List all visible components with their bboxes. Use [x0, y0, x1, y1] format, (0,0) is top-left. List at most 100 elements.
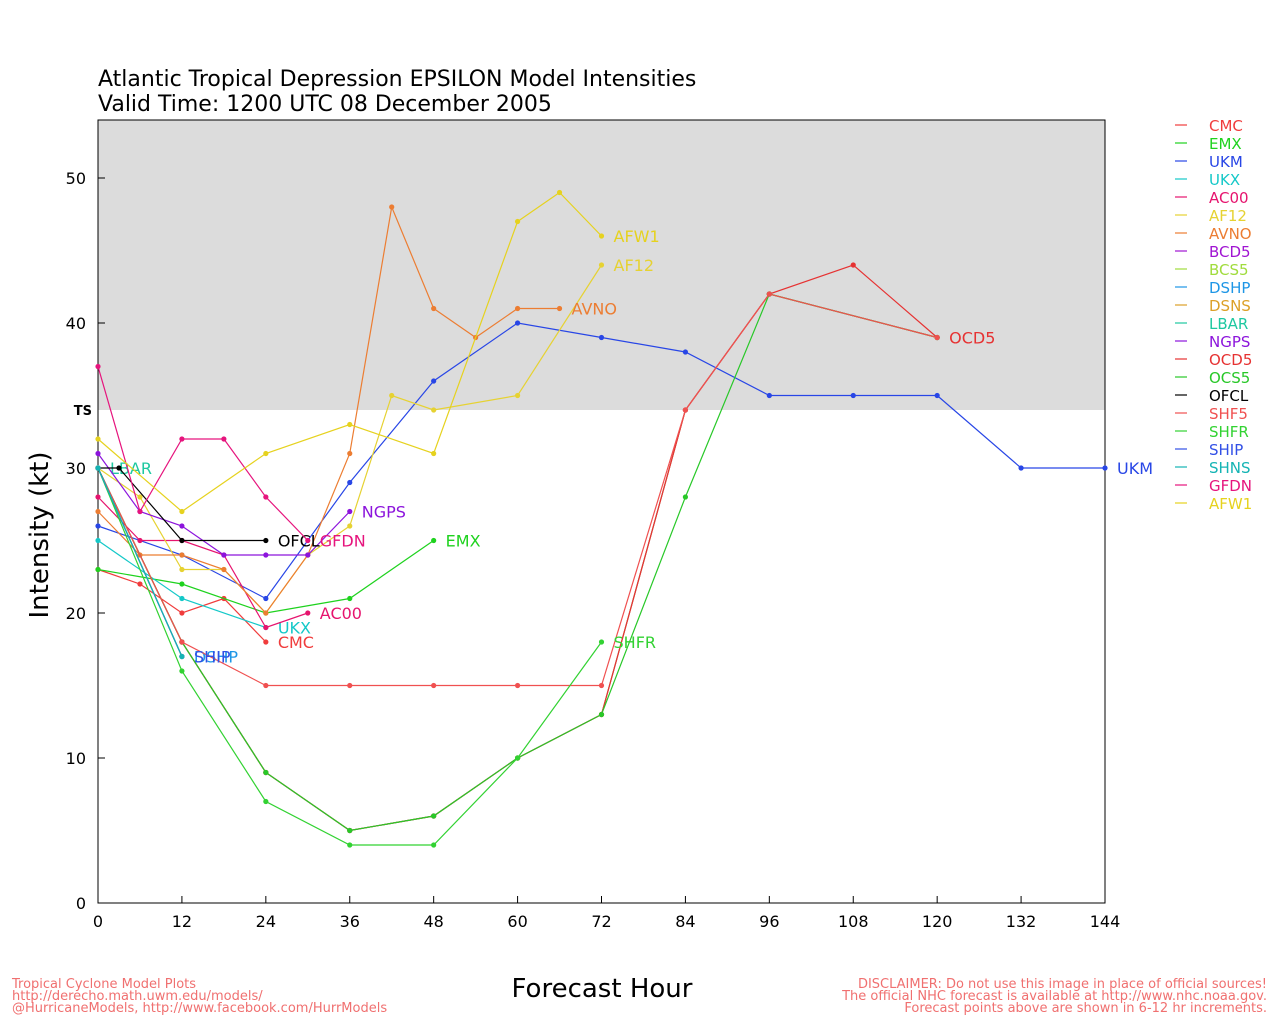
data-point	[1102, 465, 1108, 471]
series-line-ocs5	[97, 293, 938, 832]
chart-subtitle: Valid Time: 1200 UTC 08 December 2005	[98, 92, 552, 117]
data-point	[221, 552, 227, 558]
data-point	[598, 262, 605, 268]
data-point	[95, 566, 101, 573]
series-line-afw1	[97, 191, 602, 513]
series-end-label-ocd5: OCD5	[949, 329, 995, 348]
series-line-shns	[97, 467, 183, 657]
footer-left-line-1: Tropical Cyclone Model Plots	[11, 977, 196, 992]
series-end-label-shfr: SHFR	[614, 633, 657, 652]
data-point	[850, 392, 856, 399]
data-point	[431, 407, 437, 413]
legend-label-af12: AF12	[1209, 207, 1247, 225]
series-layer: CMC EMX UKM UKX AC00 AF12 AVNO DSHP LBAR NGPS OCD5…	[95, 189, 1153, 848]
series-afw1: AFW1	[95, 189, 660, 515]
data-point	[95, 450, 101, 457]
x-tick-label: 132	[1006, 912, 1037, 931]
data-point	[263, 624, 269, 631]
series-avno: AVNO	[95, 204, 617, 616]
x-tick-label: 60	[507, 912, 527, 931]
x-tick-label: 48	[423, 912, 443, 931]
data-point	[179, 552, 185, 558]
data-point	[95, 494, 101, 500]
data-point	[137, 537, 143, 544]
series-ac00: AC00	[95, 494, 362, 631]
data-point	[514, 755, 521, 761]
series-end-label-avno: AVNO	[572, 300, 617, 319]
x-tick-label: 84	[675, 912, 695, 931]
data-point	[514, 218, 521, 225]
data-point	[179, 523, 185, 529]
y-tick-label: 10	[66, 749, 86, 768]
data-point	[179, 537, 185, 544]
x-tick-label: 108	[838, 912, 869, 931]
y-tick-label: 20	[66, 604, 86, 623]
data-point	[850, 262, 856, 268]
series-end-label-ac00: AC00	[320, 604, 362, 623]
data-point	[556, 189, 563, 196]
data-point	[766, 291, 772, 297]
data-point	[347, 421, 353, 428]
data-point	[305, 610, 311, 616]
ts-label: TS	[74, 404, 92, 419]
series-end-label-ukm: UKM	[1117, 459, 1153, 478]
y-axis-label: Intensity (kt)	[25, 452, 55, 619]
series-end-label-lbar: LBAR	[110, 459, 152, 478]
data-point	[347, 479, 353, 486]
x-tick-label: 96	[759, 912, 779, 931]
data-point	[389, 392, 395, 399]
series-end-label-ship: SHIP	[194, 648, 231, 667]
data-point	[95, 436, 101, 442]
data-point	[347, 682, 353, 689]
series-end-label-dshp: DSHP	[194, 648, 239, 667]
data-point	[179, 639, 185, 645]
series-end-label-ngps: NGPS	[362, 503, 406, 522]
data-point	[179, 436, 185, 442]
footer-right-line-1: DISCLAIMER: Do not use this image in pla…	[858, 977, 1267, 992]
series-cmc: CMC	[95, 566, 314, 652]
data-point	[221, 566, 227, 573]
plot-area: TS	[74, 120, 1105, 419]
data-point	[431, 305, 437, 312]
data-point	[263, 610, 269, 616]
data-point	[179, 508, 185, 515]
series-end-label-gfdn: GFDN	[320, 532, 366, 551]
data-point	[179, 653, 185, 660]
data-point	[95, 523, 101, 529]
chart-title: Atlantic Tropical Depression EPSILON Mod…	[98, 67, 696, 92]
data-point	[305, 537, 311, 544]
legend-label-ocd5: OCD5	[1209, 351, 1252, 369]
series-shns	[95, 465, 185, 660]
data-point	[179, 581, 185, 587]
legend-label-afw1: AFW1	[1209, 495, 1252, 513]
data-point	[116, 465, 122, 471]
x-tick-label: 24	[256, 912, 276, 931]
series-end-label-ukx: UKX	[278, 619, 311, 638]
data-point	[431, 450, 437, 457]
data-point	[263, 552, 269, 558]
series-ukm: UKM	[95, 320, 1153, 602]
data-point	[347, 450, 353, 457]
legend-label-ofcl: OFCL	[1209, 387, 1249, 405]
legend-label-dsns: DSNS	[1209, 297, 1251, 315]
series-line-avno	[97, 204, 560, 614]
legend-label-lbar: LBAR	[1209, 315, 1248, 333]
data-point	[95, 508, 101, 515]
data-point	[431, 842, 437, 848]
data-point	[682, 349, 689, 355]
data-point	[598, 682, 605, 689]
x-axis-label: Forecast Hour	[512, 974, 693, 1004]
data-point	[179, 668, 185, 674]
data-point	[347, 508, 353, 515]
data-point	[347, 842, 353, 848]
series-line-ac00	[97, 496, 308, 629]
data-point	[514, 320, 521, 326]
data-point	[934, 334, 940, 341]
series-gfdn: GFDN	[95, 363, 366, 551]
x-tick-label: 144	[1090, 912, 1121, 931]
legend-label-shfr: SHFR	[1209, 423, 1249, 441]
data-point	[598, 334, 605, 341]
data-point	[682, 407, 689, 413]
series-end-label-emx: EMX	[446, 532, 481, 551]
